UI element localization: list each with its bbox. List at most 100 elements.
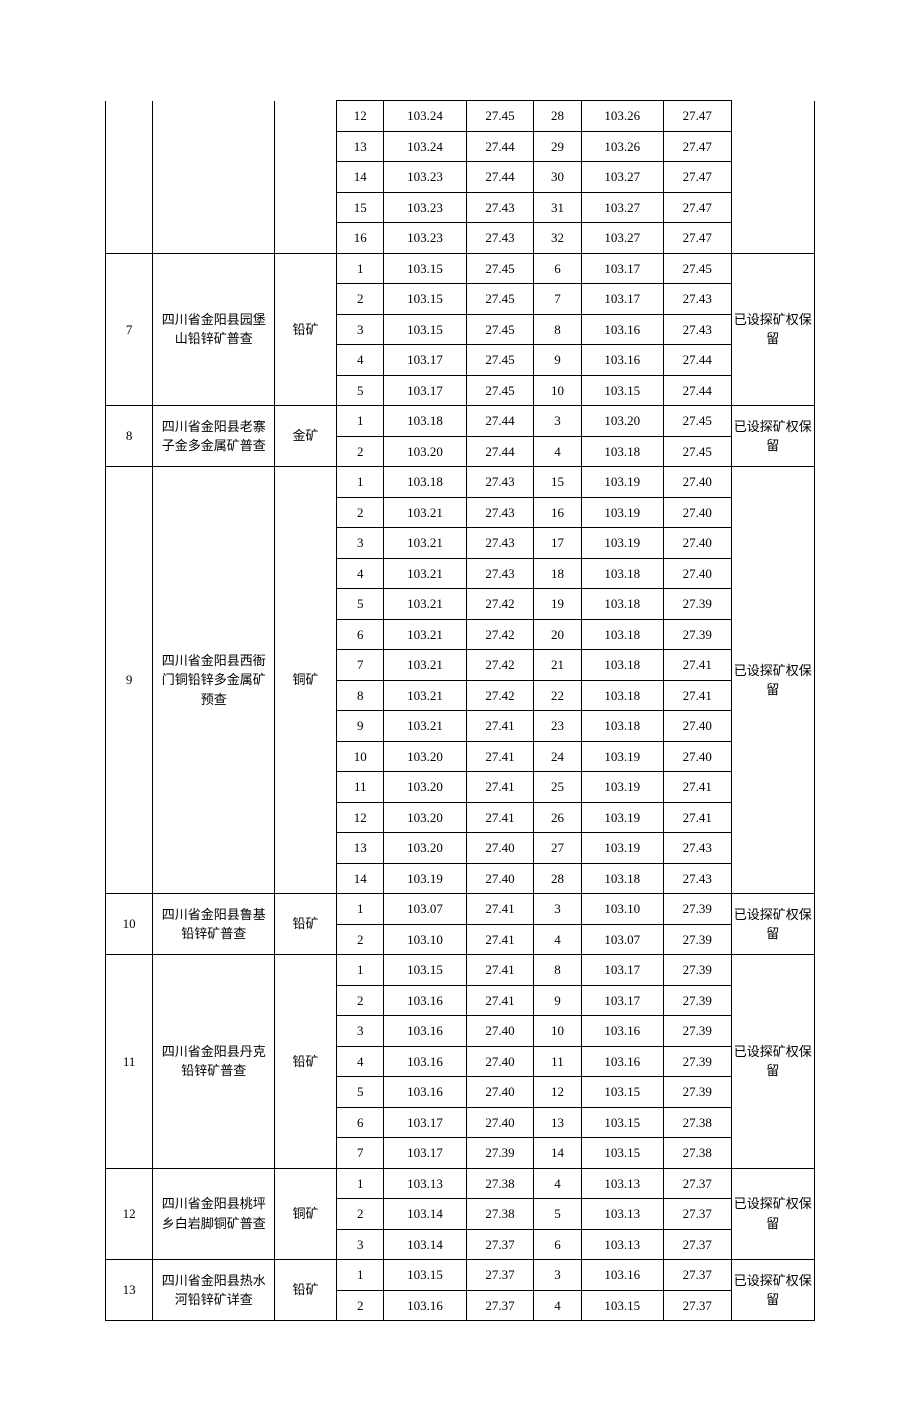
point-a-cell: 3 (337, 314, 384, 345)
point-b-cell: 3 (534, 894, 581, 925)
lat-b-cell: 27.40 (663, 711, 731, 742)
point-b-cell: 18 (534, 558, 581, 589)
lat-a-cell: 27.45 (466, 253, 534, 284)
lat-b-cell: 27.45 (663, 436, 731, 467)
lon-b-cell: 103.17 (581, 955, 663, 986)
mineral-cell: 铜矿 (275, 1168, 337, 1260)
point-a-cell: 2 (337, 497, 384, 528)
lon-b-cell: 103.19 (581, 497, 663, 528)
lon-a-cell: 103.21 (384, 589, 466, 620)
lon-a-cell: 103.20 (384, 436, 466, 467)
lat-a-cell: 27.45 (466, 284, 534, 315)
point-a-cell: 2 (337, 1290, 384, 1321)
remark-cell: 已设探矿权保留 (731, 253, 814, 406)
point-b-cell: 7 (534, 284, 581, 315)
lon-b-cell: 103.20 (581, 406, 663, 437)
point-a-cell: 8 (337, 680, 384, 711)
point-a-cell: 1 (337, 467, 384, 498)
name-cell: 四川省金阳县热水河铅锌矿详查 (153, 1260, 275, 1321)
point-a-cell: 4 (337, 558, 384, 589)
seq-cell: 11 (106, 955, 153, 1169)
lat-b-cell: 27.40 (663, 741, 731, 772)
lon-b-cell: 103.17 (581, 253, 663, 284)
point-a-cell: 10 (337, 741, 384, 772)
lon-b-cell: 103.18 (581, 711, 663, 742)
lat-a-cell: 27.45 (466, 314, 534, 345)
point-a-cell: 5 (337, 1077, 384, 1108)
lat-b-cell: 27.40 (663, 497, 731, 528)
seq-cell: 8 (106, 406, 153, 467)
lat-b-cell: 27.39 (663, 924, 731, 955)
lat-a-cell: 27.41 (466, 894, 534, 925)
lon-b-cell: 103.15 (581, 1138, 663, 1169)
point-a-cell: 15 (337, 192, 384, 223)
point-b-cell: 9 (534, 345, 581, 376)
lat-a-cell: 27.44 (466, 162, 534, 193)
point-a-cell: 1 (337, 1168, 384, 1199)
point-b-cell: 32 (534, 223, 581, 254)
lat-a-cell: 27.45 (466, 345, 534, 376)
point-b-cell: 6 (534, 1229, 581, 1260)
point-a-cell: 2 (337, 985, 384, 1016)
remark-cell (731, 101, 814, 254)
lat-a-cell: 27.40 (466, 863, 534, 894)
lat-b-cell: 27.43 (663, 284, 731, 315)
lon-a-cell: 103.15 (384, 314, 466, 345)
lat-b-cell: 27.41 (663, 802, 731, 833)
name-cell: 四川省金阳县鲁基铅锌矿普查 (153, 894, 275, 955)
lat-a-cell: 27.43 (466, 192, 534, 223)
lon-a-cell: 103.23 (384, 223, 466, 254)
point-a-cell: 13 (337, 833, 384, 864)
lat-b-cell: 27.43 (663, 833, 731, 864)
name-cell: 四川省金阳县丹克铅锌矿普查 (153, 955, 275, 1169)
lat-b-cell: 27.44 (663, 375, 731, 406)
lat-b-cell: 27.41 (663, 772, 731, 803)
lat-a-cell: 27.38 (466, 1168, 534, 1199)
point-a-cell: 16 (337, 223, 384, 254)
lon-a-cell: 103.15 (384, 1260, 466, 1291)
point-b-cell: 4 (534, 924, 581, 955)
lon-b-cell: 103.15 (581, 1290, 663, 1321)
lat-a-cell: 27.37 (466, 1260, 534, 1291)
table-row: 7四川省金阳县园堡山铅锌矿普查铅矿1103.1527.456103.1727.4… (106, 253, 815, 284)
point-a-cell: 6 (337, 1107, 384, 1138)
lon-a-cell: 103.18 (384, 406, 466, 437)
lat-a-cell: 27.37 (466, 1229, 534, 1260)
lon-a-cell: 103.21 (384, 711, 466, 742)
coordinate-table: 12103.2427.4528103.2627.4713103.2427.442… (105, 100, 815, 1321)
lon-b-cell: 103.19 (581, 833, 663, 864)
lon-a-cell: 103.20 (384, 802, 466, 833)
lon-a-cell: 103.16 (384, 985, 466, 1016)
lat-a-cell: 27.39 (466, 1138, 534, 1169)
mineral-cell: 铅矿 (275, 894, 337, 955)
lat-b-cell: 27.47 (663, 101, 731, 132)
lon-a-cell: 103.23 (384, 192, 466, 223)
mineral-cell: 铅矿 (275, 253, 337, 406)
lon-b-cell: 103.15 (581, 375, 663, 406)
lon-a-cell: 103.21 (384, 528, 466, 559)
point-a-cell: 1 (337, 406, 384, 437)
lat-b-cell: 27.39 (663, 1046, 731, 1077)
lon-a-cell: 103.17 (384, 1138, 466, 1169)
lon-b-cell: 103.18 (581, 619, 663, 650)
lat-b-cell: 27.47 (663, 192, 731, 223)
point-a-cell: 3 (337, 1016, 384, 1047)
lon-a-cell: 103.20 (384, 741, 466, 772)
lon-b-cell: 103.18 (581, 680, 663, 711)
lat-b-cell: 27.39 (663, 985, 731, 1016)
point-b-cell: 16 (534, 497, 581, 528)
lon-b-cell: 103.16 (581, 1016, 663, 1047)
table-row: 12四川省金阳县桃坪乡白岩脚铜矿普查铜矿1103.1327.384103.132… (106, 1168, 815, 1199)
point-a-cell: 2 (337, 924, 384, 955)
lat-a-cell: 27.44 (466, 406, 534, 437)
point-b-cell: 17 (534, 528, 581, 559)
point-a-cell: 7 (337, 1138, 384, 1169)
lon-a-cell: 103.13 (384, 1168, 466, 1199)
lon-a-cell: 103.17 (384, 345, 466, 376)
table-row: 13四川省金阳县热水河铅锌矿详查铅矿1103.1527.373103.1627.… (106, 1260, 815, 1291)
table-row: 8四川省金阳县老寨子金多金属矿普查金矿1103.1827.443103.2027… (106, 406, 815, 437)
remark-cell: 已设探矿权保留 (731, 1168, 814, 1260)
lon-b-cell: 103.18 (581, 558, 663, 589)
lat-a-cell: 27.43 (466, 467, 534, 498)
lon-a-cell: 103.21 (384, 558, 466, 589)
